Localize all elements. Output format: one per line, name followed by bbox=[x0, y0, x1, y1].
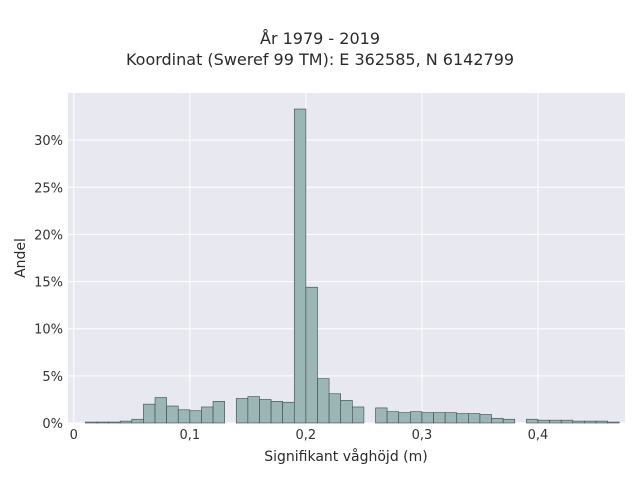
histogram-bar bbox=[85, 421, 98, 424]
histogram-bars bbox=[85, 108, 620, 424]
histogram-bar bbox=[584, 420, 597, 424]
histogram-bar bbox=[537, 419, 550, 424]
histogram-bar bbox=[119, 420, 133, 424]
histogram-bar bbox=[386, 411, 400, 424]
histogram-bar bbox=[352, 406, 365, 424]
histogram-bar bbox=[270, 401, 283, 424]
histogram-bar bbox=[177, 409, 191, 424]
histogram-bar bbox=[595, 420, 608, 424]
histogram-bar bbox=[189, 410, 202, 424]
x-tick-label: 0 bbox=[70, 428, 78, 443]
x-tick-label: 0,4 bbox=[528, 428, 549, 443]
y-tick-label: 30% bbox=[34, 134, 63, 149]
histogram-bar bbox=[235, 398, 249, 424]
histogram-bar bbox=[502, 418, 516, 424]
histogram-bar bbox=[317, 378, 330, 424]
x-tick-label: 0,1 bbox=[180, 428, 201, 443]
histogram-bar bbox=[479, 414, 492, 424]
histogram-bar bbox=[154, 397, 167, 424]
y-tick-labels: 0% 5% 10% 15% 20% 25% 30% bbox=[34, 134, 63, 432]
y-tick-label: 25% bbox=[34, 181, 63, 196]
x-tick-label: 0,2 bbox=[296, 428, 317, 443]
histogram-bar bbox=[572, 420, 585, 424]
histogram-bar bbox=[131, 418, 144, 424]
x-tick-label: 0,3 bbox=[412, 428, 433, 443]
histogram-bar bbox=[108, 421, 121, 424]
x-axis-label: Signifikant våghöjd (m) bbox=[264, 448, 427, 465]
histogram-bar bbox=[340, 400, 353, 424]
histogram-bar bbox=[201, 406, 214, 424]
histogram-bar bbox=[421, 412, 434, 424]
histogram-bar bbox=[526, 418, 539, 424]
histogram-bar bbox=[293, 108, 307, 424]
histogram-bar bbox=[247, 396, 260, 424]
histogram-bar bbox=[410, 411, 423, 424]
histogram-bar bbox=[143, 403, 156, 424]
histogram-bar bbox=[398, 412, 411, 424]
histogram-bar bbox=[549, 419, 562, 424]
chart-title-line-1: År 1979 - 2019 bbox=[260, 29, 380, 48]
y-tick-label: 5% bbox=[42, 370, 63, 385]
histogram-bar bbox=[328, 393, 341, 424]
x-tick-labels: 0 0,1 0,2 0,3 0,4 bbox=[70, 428, 549, 443]
histogram-bar bbox=[375, 407, 388, 424]
histogram-bar bbox=[282, 401, 295, 424]
y-axis-label: Andel bbox=[13, 238, 29, 278]
chart-title-line-2: Koordinat (Sweref 99 TM): E 362585, N 61… bbox=[125, 50, 515, 69]
y-tick-label: 15% bbox=[34, 276, 63, 291]
y-tick-label: 20% bbox=[34, 228, 63, 243]
histogram-bar bbox=[560, 419, 574, 424]
histogram-bar bbox=[607, 421, 620, 424]
histogram-bar bbox=[212, 401, 225, 424]
histogram-bar bbox=[444, 412, 458, 424]
histogram-bar bbox=[468, 413, 481, 424]
y-tick-label: 0% bbox=[42, 417, 63, 432]
histogram-bar bbox=[433, 412, 446, 424]
y-tick-label: 10% bbox=[34, 323, 63, 338]
histogram-bar bbox=[166, 405, 179, 424]
histogram-bar bbox=[96, 421, 109, 424]
histogram-bar bbox=[456, 413, 469, 424]
histogram-bar bbox=[305, 286, 318, 424]
plot-area bbox=[68, 93, 625, 423]
histogram-bar bbox=[259, 399, 272, 424]
histogram-bar bbox=[491, 417, 504, 424]
